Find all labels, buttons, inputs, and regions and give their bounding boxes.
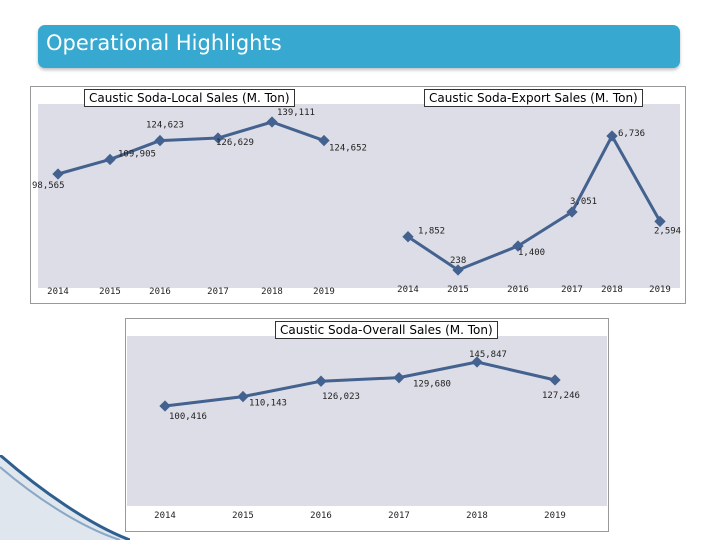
local-plot-area bbox=[38, 104, 390, 288]
decorative-wave bbox=[0, 455, 130, 540]
local-sales-series: 98,565 2014 109,905 2015 124,623 2016 126,629 2… bbox=[32, 108, 367, 297]
top-chart-panel: 98,565 2014 109,905 2015 124,623 2016 126,629 2… bbox=[30, 86, 686, 304]
export-sales-line bbox=[407, 134, 662, 272]
export-x-tick-label: 2016 bbox=[507, 285, 529, 295]
overall-x-tick-label: 2017 bbox=[388, 511, 410, 521]
local-value-label: 109,905 bbox=[118, 149, 156, 159]
overall-x-tick-label: 2015 bbox=[232, 511, 254, 521]
export-x-tick-label: 2019 bbox=[649, 285, 671, 295]
export-x-tick-label: 2014 bbox=[397, 285, 419, 295]
local-value-label: 98,565 bbox=[32, 181, 65, 191]
export-point-2019 bbox=[654, 215, 666, 228]
local-x-tick-label: 2019 bbox=[313, 287, 335, 297]
local-value-label: 139,111 bbox=[277, 108, 315, 118]
export-x-tick-label: 2017 bbox=[561, 285, 583, 295]
export-chart-title: Caustic Soda-Export Sales (M. Ton) bbox=[424, 89, 643, 107]
local-x-tick-label: 2017 bbox=[207, 287, 229, 297]
overall-value-label: 129,680 bbox=[413, 380, 451, 390]
overall-chart-svg: 100,416 2014 110,143 2015 126,023 2016 129,680… bbox=[125, 318, 609, 532]
local-value-label: 124,652 bbox=[329, 144, 367, 154]
local-value-label: 124,623 bbox=[146, 121, 184, 131]
overall-chart-title: Caustic Soda-Overall Sales (M. Ton) bbox=[275, 321, 498, 339]
page-title: Operational Highlights bbox=[46, 31, 282, 55]
overall-value-label: 126,023 bbox=[322, 392, 360, 402]
export-value-label: 2,594 bbox=[654, 226, 681, 236]
export-x-tick-label: 2018 bbox=[601, 285, 623, 295]
local-point-2015 bbox=[104, 153, 116, 166]
overall-sales-line bbox=[164, 360, 556, 408]
local-point-2016 bbox=[154, 134, 166, 147]
export-x-tick-label: 2015 bbox=[447, 285, 469, 295]
overall-value-label: 110,143 bbox=[249, 399, 287, 409]
export-value-label: 238 bbox=[450, 256, 466, 266]
local-sales-line bbox=[57, 120, 325, 176]
overall-x-tick-label: 2019 bbox=[544, 511, 566, 521]
export-point-2014 bbox=[402, 231, 414, 243]
local-x-tick-label: 2015 bbox=[99, 287, 121, 297]
title-banner: Operational Highlights bbox=[38, 25, 680, 68]
overall-value-label: 145,847 bbox=[469, 350, 507, 360]
local-chart-title: Caustic Soda-Local Sales (M. Ton) bbox=[84, 89, 295, 107]
export-value-label: 3,051 bbox=[570, 197, 597, 207]
local-value-label: 126,629 bbox=[216, 138, 254, 148]
overall-x-tick-label: 2018 bbox=[466, 511, 488, 521]
export-point-2015 bbox=[452, 264, 464, 276]
overall-value-label: 100,416 bbox=[169, 412, 207, 422]
local-x-tick-label: 2016 bbox=[149, 287, 171, 297]
export-sales-series: 1,852 2014 238 2015 1,400 2016 3,051 2017 6,736 2… bbox=[397, 129, 681, 295]
overall-chart-panel: 100,416 2014 110,143 2015 126,023 2016 129,680… bbox=[125, 318, 609, 532]
overall-value-label: 127,246 bbox=[542, 391, 580, 401]
overall-x-tick-label: 2016 bbox=[310, 511, 332, 521]
export-point-2016 bbox=[512, 240, 524, 252]
export-value-label: 1,852 bbox=[418, 227, 445, 237]
local-x-tick-label: 2018 bbox=[261, 287, 283, 297]
local-x-tick-label: 2014 bbox=[47, 287, 69, 297]
export-value-label: 1,400 bbox=[518, 248, 545, 258]
top-chart-svg: 98,565 2014 109,905 2015 124,623 2016 126,629 2… bbox=[30, 86, 686, 304]
export-value-label: 6,736 bbox=[618, 129, 645, 139]
overall-x-tick-label: 2014 bbox=[154, 511, 176, 521]
overall-plot-area bbox=[127, 336, 607, 506]
